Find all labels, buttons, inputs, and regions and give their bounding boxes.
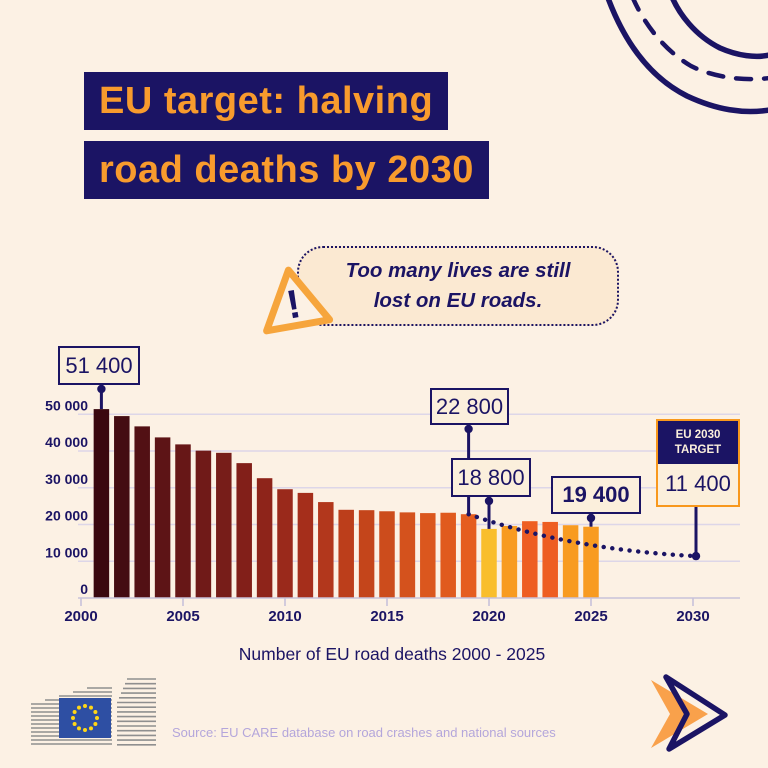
- warning-text-line2: lost on EU roads.: [373, 289, 543, 312]
- bar-2022: [522, 521, 538, 598]
- y-tick-label: 30 000: [45, 471, 88, 487]
- x-tick-label: 2000: [64, 608, 97, 625]
- arrow-right-icon[interactable]: [645, 672, 733, 754]
- warning-text-line1: Too many lives are still: [345, 259, 571, 283]
- annotation-box-2025: 19 400: [551, 476, 641, 514]
- eu-flag-stars: [71, 704, 99, 732]
- bar-2008: [236, 463, 252, 598]
- annotation-dot-2020: [484, 496, 494, 506]
- x-tick-label: 2030: [676, 608, 709, 625]
- y-tick-label: 50 000: [45, 397, 88, 413]
- annotation-box-2019: 22 800: [430, 388, 509, 425]
- bar-2010: [277, 489, 293, 598]
- bar-2012: [318, 502, 334, 598]
- target-dot-bottom: [691, 551, 701, 561]
- annotation-dot-2001: [97, 384, 106, 394]
- flag-star: [71, 716, 75, 720]
- bar-2023: [542, 521, 558, 598]
- bar-2009: [256, 478, 273, 598]
- annotation-value: 18 800: [457, 464, 525, 490]
- source-note: Source: EU CARE database on road crashes…: [172, 725, 556, 740]
- y-tick-label: 20 000: [45, 508, 88, 524]
- road-edge-line: [670, 0, 768, 60]
- annotation-box-2001: 51 400: [58, 346, 140, 385]
- triangle-outline: [263, 266, 334, 335]
- target-header-line2: TARGET: [674, 443, 722, 456]
- european-commission-logo: [31, 678, 156, 746]
- bar-2025: [583, 526, 599, 598]
- x-tick-label: 2025: [574, 608, 607, 625]
- annotation-dot-2019: [464, 424, 473, 434]
- bar-2015: [379, 511, 395, 598]
- flag-star: [83, 728, 87, 732]
- page-title-line1: EU target: halving: [84, 72, 449, 130]
- bar-2013: [338, 509, 354, 598]
- chart-caption: Number of EU road deaths 2000 - 2025: [238, 644, 546, 664]
- logo-stripes-right: [117, 678, 156, 746]
- road-center-dashed-line: [631, 0, 768, 82]
- bar-2018: [440, 512, 456, 598]
- annotation-value: 51 400: [65, 352, 133, 378]
- bar-2016: [399, 512, 416, 598]
- x-tick-label: 2005: [166, 608, 199, 625]
- flag-star: [89, 726, 93, 731]
- road-edge-line: [605, 0, 768, 115]
- x-tick-label: 2015: [370, 608, 403, 625]
- annotation-box-2020: 18 800: [451, 458, 531, 497]
- flag-star: [77, 726, 81, 731]
- bar-2006: [195, 450, 212, 598]
- bar-2003: [134, 426, 150, 598]
- road-curve-icon: [605, 0, 768, 115]
- target-header-line1: EU 2030: [675, 429, 721, 441]
- trendline-dotted: [466, 512, 699, 559]
- flag-star: [72, 710, 77, 714]
- annotation-dot-2025: [586, 513, 596, 523]
- x-tick-label: 2010: [268, 608, 301, 625]
- bar-2024: [562, 525, 579, 598]
- bar-2001: [93, 409, 110, 598]
- y-tick-label: 40 000: [45, 434, 88, 450]
- flag-star: [77, 705, 81, 710]
- bar-2011: [297, 492, 314, 598]
- annotation-value: 22 800: [435, 393, 504, 419]
- flag-star: [93, 710, 98, 714]
- eu-flag-icon: [59, 698, 111, 738]
- bar-2017: [420, 513, 436, 598]
- target-box-header: EU 2030 TARGET: [658, 421, 738, 464]
- y-tick-label: 0: [80, 581, 88, 597]
- arrow-orange-chevron: [651, 680, 708, 748]
- bar-2019: [460, 514, 477, 598]
- warning-callout: Too many lives are still lost on EU road…: [297, 246, 619, 326]
- bar-2020: [481, 528, 497, 598]
- y-tick-label: 10 000: [45, 544, 88, 560]
- target-box-value: 11 400: [665, 470, 731, 496]
- eu-2030-target-box: EU 2030 TARGET 11 400: [656, 419, 740, 507]
- bar-2004: [154, 437, 171, 598]
- bar-2014: [358, 510, 375, 598]
- annotation-value: 19 400: [562, 482, 630, 507]
- bar-2005: [175, 444, 191, 598]
- flag-star: [83, 704, 87, 708]
- page-title-line2: road deaths by 2030: [84, 141, 489, 199]
- bar-2021: [501, 525, 518, 598]
- x-tick-label: 2020: [472, 608, 505, 625]
- warning-triangle-icon: !: [263, 266, 334, 335]
- flag-star: [89, 705, 93, 710]
- flag-star: [95, 716, 99, 720]
- bar-2007: [216, 452, 232, 598]
- flag-star: [93, 722, 98, 726]
- flag-star: [72, 722, 77, 726]
- arrow-navy-outline: [663, 674, 728, 752]
- bar-2002: [114, 416, 130, 598]
